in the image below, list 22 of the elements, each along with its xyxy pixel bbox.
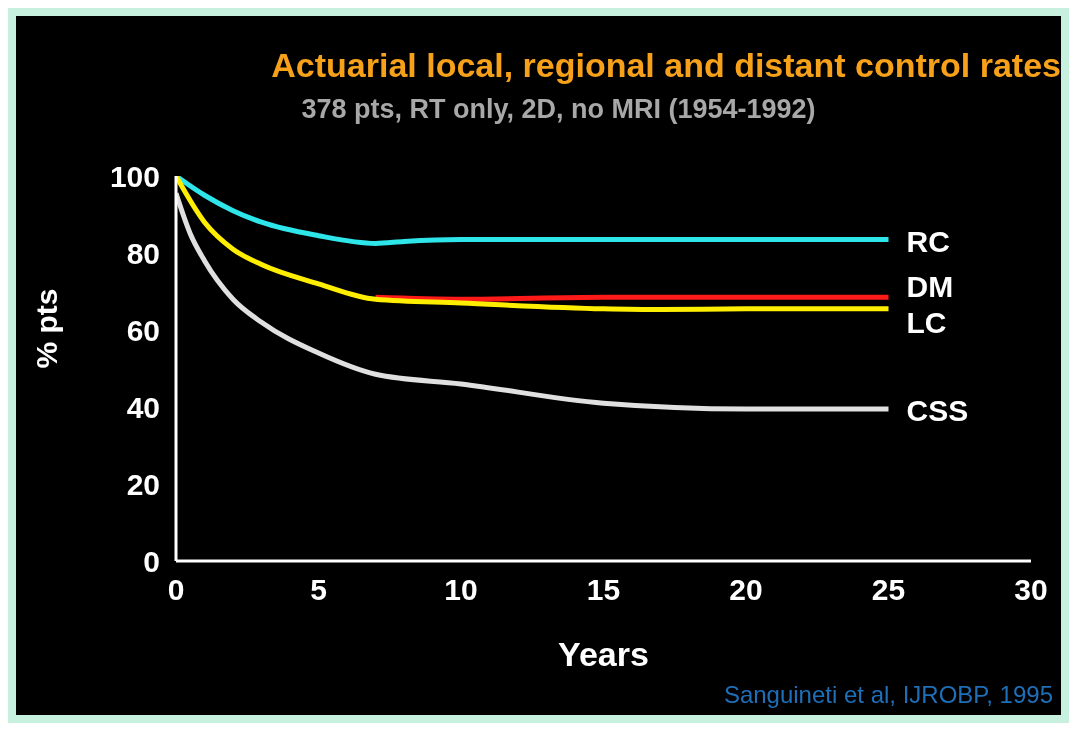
y-tick-label: 60 — [126, 313, 160, 347]
x-tick-label: 25 — [871, 573, 906, 607]
y-axis-title: % pts — [29, 288, 63, 369]
y-tick-label: 40 — [126, 390, 160, 424]
series-label: RC — [906, 224, 950, 258]
x-axis-title: Years — [558, 635, 649, 673]
x-tick-label: 5 — [310, 573, 327, 607]
chart-subtitle: 378 pts, RT only, 2D, no MRI (1954-1992) — [300, 94, 817, 125]
y-tick-label: 100 — [109, 159, 160, 193]
y-tick-label: 80 — [126, 236, 160, 270]
series-label: LC — [906, 305, 947, 339]
text: Sanguineti et al, IJROBP, 1995 — [723, 681, 1053, 709]
chart-title: Actuarial local, regional and distant control rates — [271, 46, 1061, 84]
x-tick-label: 0 — [167, 573, 185, 607]
x-tick-label: 15 — [586, 573, 621, 607]
y-tick-label: 0 — [143, 544, 160, 578]
x-tick-label: 10 — [444, 573, 478, 607]
series-label: DM — [906, 270, 954, 304]
x-tick-label: 20 — [729, 573, 763, 607]
x-tick-label: 30 — [1014, 573, 1048, 607]
series-label: CSS — [906, 393, 969, 427]
y-tick-label: 20 — [126, 467, 160, 501]
